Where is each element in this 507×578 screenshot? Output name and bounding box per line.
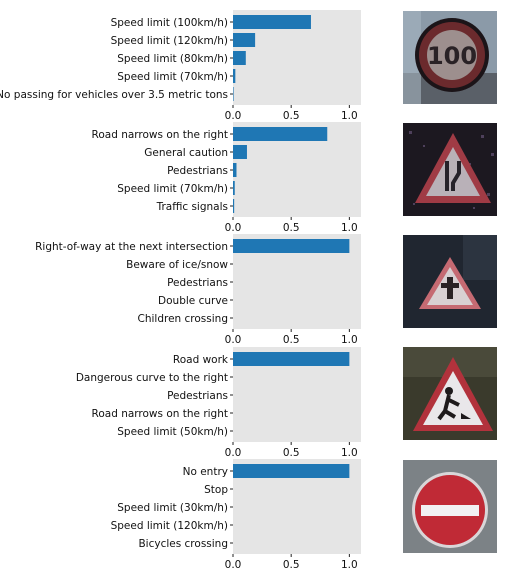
bar <box>233 464 350 478</box>
category-label: Children crossing <box>138 313 229 325</box>
x-tick-label: 0.5 <box>283 447 300 459</box>
right-of-way-sign-image <box>403 235 497 328</box>
x-tick-label: 0.0 <box>225 334 242 346</box>
category-label: Speed limit (80km/h) <box>117 53 228 65</box>
road-narrows-sign-image <box>403 123 497 216</box>
x-tick-label: 0.0 <box>225 110 242 122</box>
x-tick-label: 0.5 <box>283 222 300 234</box>
category-label: Road narrows on the right <box>92 129 228 141</box>
no-entry-sign-image <box>403 460 497 553</box>
sign-number-text: 100 <box>427 42 477 70</box>
category-label: Speed limit (70km/h) <box>117 183 228 195</box>
x-tick-label: 0.5 <box>283 334 300 346</box>
category-label: No passing for vehicles over 3.5 metric … <box>0 89 228 101</box>
bar <box>233 181 235 195</box>
category-label: Stop <box>204 484 228 496</box>
category-label: Beware of ice/snow <box>126 259 228 271</box>
x-tick-label: 0.0 <box>225 559 242 571</box>
x-tick-label: 1.0 <box>341 334 358 346</box>
speed-limit-100-sign-image: 100 <box>403 11 497 104</box>
bar <box>233 69 236 83</box>
bar <box>233 199 235 213</box>
category-label: Speed limit (50km/h) <box>117 426 228 438</box>
category-label: Traffic signals <box>156 201 228 213</box>
category-label: Road work <box>173 354 229 366</box>
category-label: Road narrows on the right <box>92 408 228 420</box>
category-label: No entry <box>183 466 228 478</box>
category-label: Speed limit (120km/h) <box>111 35 228 47</box>
bar <box>233 87 234 101</box>
bar <box>233 15 311 29</box>
bar-charts: Speed limit (100km/h) Speed limit (120km/… <box>0 10 361 571</box>
x-tick-label: 0.5 <box>283 110 300 122</box>
category-label: Speed limit (120km/h) <box>111 520 228 532</box>
x-tick-label: 0.0 <box>225 447 242 459</box>
category-label: Pedestrians <box>167 165 228 177</box>
x-tick-label: 1.0 <box>341 447 358 459</box>
bar <box>233 145 247 159</box>
category-label: General caution <box>144 147 228 159</box>
bar <box>233 163 237 177</box>
bar <box>233 51 246 65</box>
x-tick-label: 1.0 <box>341 222 358 234</box>
road-work-sign-image <box>403 347 497 440</box>
category-label: Dangerous curve to the right <box>76 372 228 384</box>
x-tick-label: 0.5 <box>283 559 300 571</box>
category-label: Pedestrians <box>167 390 228 402</box>
category-label: Speed limit (70km/h) <box>117 71 228 83</box>
bar <box>233 239 350 253</box>
bar <box>233 127 328 141</box>
x-tick-label: 1.0 <box>341 110 358 122</box>
bar <box>233 33 256 47</box>
category-label: Double curve <box>158 295 228 307</box>
x-tick-label: 0.0 <box>225 222 242 234</box>
category-label: Pedestrians <box>167 277 228 289</box>
x-tick-label: 1.0 <box>341 559 358 571</box>
category-label: Speed limit (30km/h) <box>117 502 228 514</box>
category-label: Speed limit (100km/h) <box>111 17 228 29</box>
category-label: Right-of-way at the next intersection <box>35 241 228 253</box>
bar <box>233 352 350 366</box>
category-label: Bicycles crossing <box>138 538 228 550</box>
